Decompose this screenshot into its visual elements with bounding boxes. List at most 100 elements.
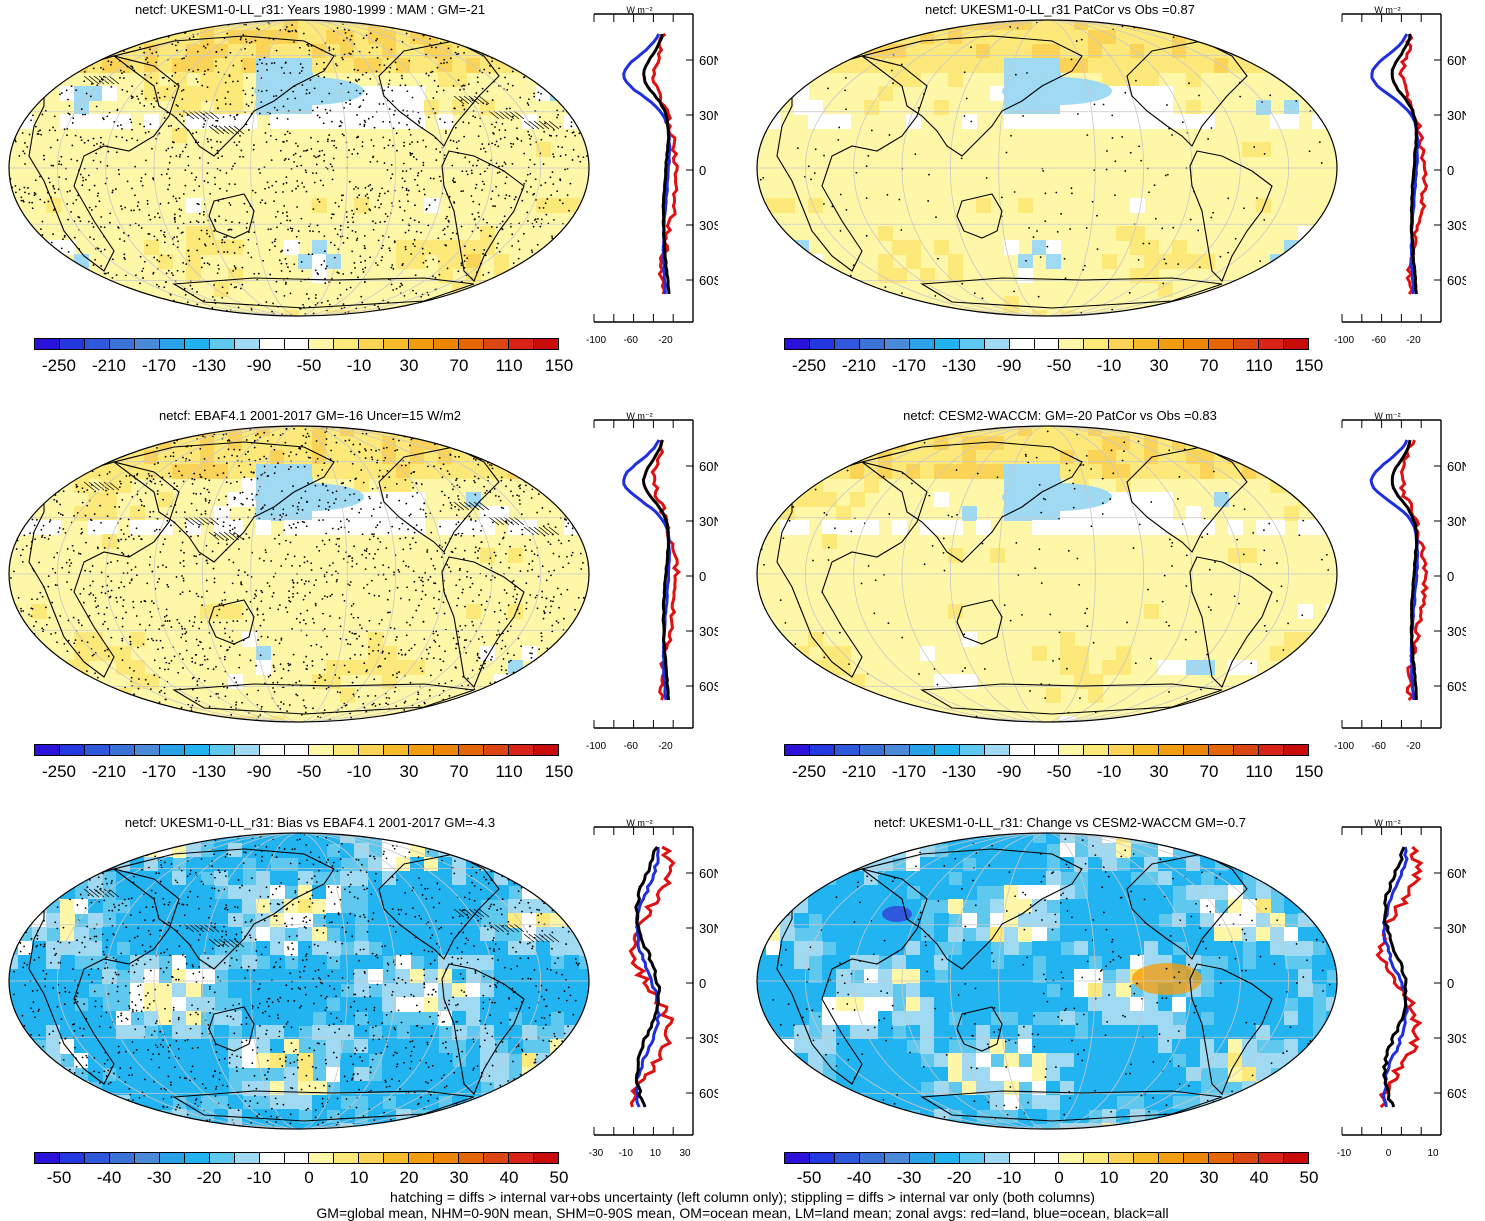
zonal-x-tick-label: -100	[1334, 335, 1354, 346]
map-cell	[906, 426, 921, 437]
map-cell	[757, 871, 767, 886]
map-cell	[934, 1025, 949, 1040]
map-cell	[1242, 436, 1257, 451]
map-cell	[158, 1067, 173, 1082]
colorbar-swatch	[109, 339, 135, 349]
map-cell	[1284, 1109, 1299, 1124]
map-cell	[508, 913, 523, 928]
map-cell	[382, 478, 397, 493]
map-cell	[1284, 450, 1299, 465]
map-cell	[1200, 833, 1215, 844]
map-cell	[466, 240, 481, 255]
map-cell	[1074, 646, 1089, 661]
map-cell	[780, 969, 795, 984]
map-cell	[522, 833, 537, 844]
map-cell	[522, 955, 537, 970]
map-cell	[1102, 44, 1117, 59]
map-cell	[1214, 1039, 1229, 1054]
map-cell	[1018, 857, 1033, 872]
map-cell	[18, 20, 33, 31]
map-cell	[1312, 1039, 1327, 1054]
colorbar-swatch	[1284, 339, 1309, 349]
map-cell	[508, 548, 523, 563]
lat-tick-label: 30N	[699, 921, 718, 936]
map-cell	[1004, 1123, 1019, 1129]
map-cell	[1214, 969, 1229, 984]
map-cell	[1312, 716, 1327, 722]
map-cell	[200, 969, 215, 984]
map-cell	[410, 899, 425, 914]
map-cell	[1172, 58, 1187, 73]
map-cell	[1158, 464, 1173, 479]
map-cell	[410, 1123, 425, 1129]
map-cell	[242, 1011, 257, 1026]
map-cell	[878, 1123, 893, 1129]
map-cell	[312, 1095, 327, 1110]
map-cell	[878, 464, 893, 479]
map-cell	[270, 1081, 285, 1096]
map-cell	[396, 30, 411, 45]
map-cell	[1284, 941, 1299, 956]
colorbar-swatch	[884, 745, 910, 755]
map-cell	[1018, 426, 1033, 437]
map-cell	[766, 1067, 781, 1082]
map-cell	[1158, 310, 1173, 316]
map-cell	[1270, 1109, 1285, 1124]
map-cell	[1102, 450, 1117, 465]
map-cell	[976, 983, 991, 998]
map-cell	[976, 871, 991, 886]
map-cell	[522, 1095, 537, 1110]
map-cell	[522, 1025, 537, 1040]
map-cell	[1046, 58, 1061, 73]
map-cell	[536, 436, 551, 451]
map-cell	[1004, 426, 1019, 437]
map-cell	[1256, 1095, 1271, 1110]
map-cell	[438, 20, 453, 31]
map-cell	[312, 941, 327, 956]
map-cell	[368, 955, 383, 970]
map-cell	[158, 1011, 173, 1026]
map-cell	[934, 30, 949, 45]
map-cell	[962, 114, 977, 129]
map-cell	[102, 1039, 117, 1054]
map-cell	[836, 660, 851, 675]
map-cell	[270, 997, 285, 1012]
map-cell	[536, 997, 551, 1012]
map-cell	[564, 1011, 579, 1026]
map-cell	[1200, 426, 1215, 437]
map-cell	[1032, 1039, 1047, 1054]
map-cell	[1256, 955, 1271, 970]
map-cell	[1256, 520, 1271, 535]
colorbar-swatch	[534, 1153, 559, 1163]
map-cell	[116, 660, 131, 675]
colorbar-tick-label: -50	[296, 762, 322, 781]
map-cell	[382, 1067, 397, 1082]
map-cell	[1200, 520, 1215, 535]
map-cell	[368, 632, 383, 647]
map-cell	[948, 58, 963, 73]
map-cell	[298, 983, 313, 998]
map-cell	[1256, 833, 1271, 844]
map-cell	[354, 198, 369, 213]
map-cell	[424, 198, 439, 213]
map-cell	[214, 955, 229, 970]
map-cell	[144, 114, 159, 129]
map-cell	[990, 1039, 1005, 1054]
panel-title-1: netcf: UKESM1-0-LL_r31: Years 1980-1999 …	[134, 2, 486, 17]
colorbar-swatch	[234, 339, 260, 349]
lat-tick-label: 30N	[1447, 921, 1466, 936]
map-cell	[836, 20, 851, 31]
map-cell	[396, 941, 411, 956]
map-cell	[1298, 492, 1313, 507]
map-cell	[1312, 58, 1327, 73]
map-cell	[892, 426, 907, 437]
map-cell	[340, 997, 355, 1012]
map-cell	[74, 646, 89, 661]
map-cell	[1312, 955, 1327, 970]
map-cell	[172, 20, 187, 31]
map-cell	[172, 1039, 187, 1054]
map-cell	[438, 997, 453, 1012]
map-cell	[424, 1067, 439, 1082]
map-cell	[766, 198, 781, 213]
map-cell	[1228, 548, 1243, 563]
